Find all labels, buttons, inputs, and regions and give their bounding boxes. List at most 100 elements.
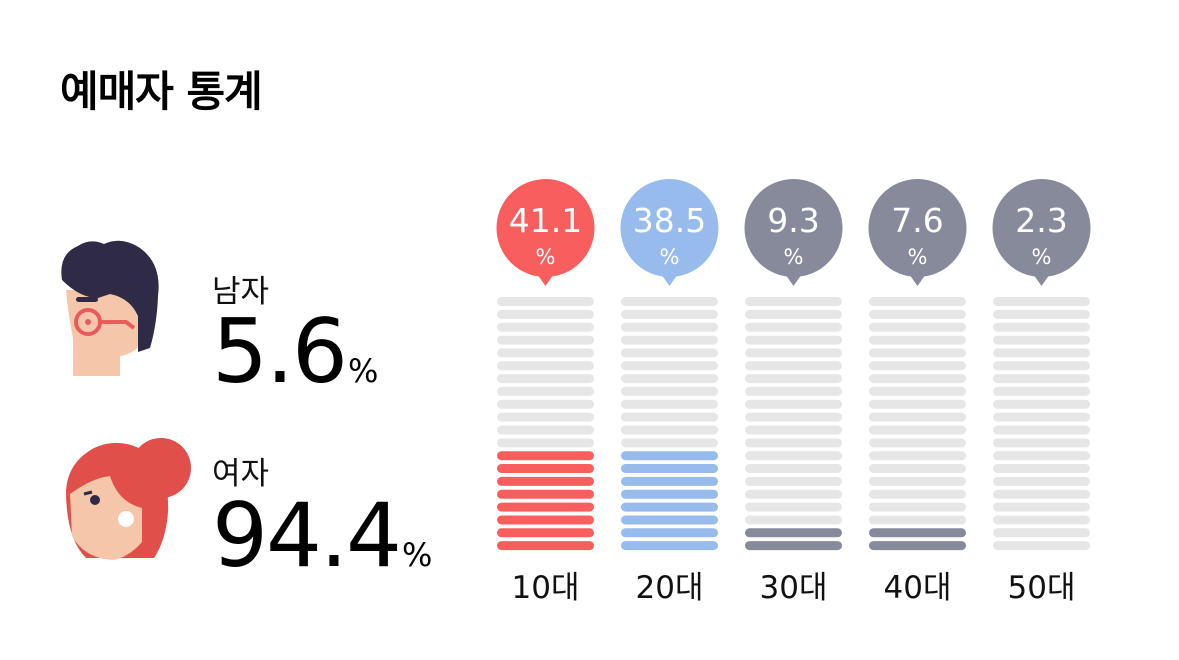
bar-segment-empty [993, 464, 1090, 473]
bar-segment-filled [497, 502, 594, 512]
bar-segment-empty [993, 438, 1090, 448]
bar-segment-empty [745, 438, 842, 448]
bar-segment-empty [745, 464, 842, 473]
bar-segment-empty [745, 361, 842, 371]
bar-segment-empty [869, 335, 966, 345]
bar-segment-empty [745, 348, 842, 358]
bar-segment-empty [869, 361, 966, 371]
male-percent-unit: % [347, 352, 379, 390]
bar-segment-empty [497, 297, 594, 306]
bar-segment-empty [621, 386, 718, 396]
bar-segment-empty [745, 502, 842, 512]
male-percentage: 5.6% [212, 308, 378, 396]
bar-segment-filled [497, 476, 594, 486]
bar-segment-empty [621, 438, 718, 448]
category-label: 20대 [636, 570, 704, 606]
male-avatar-icon [61, 240, 159, 376]
bar-segment-empty [745, 386, 842, 396]
bar-segment-empty [869, 464, 966, 473]
bar-segment-empty [993, 541, 1090, 551]
bar-segment-filled [497, 528, 594, 538]
bar-segment-filled [497, 464, 594, 473]
bar-segment-empty [497, 386, 594, 396]
value-bubble-pointer [786, 276, 801, 286]
bar-segment-empty [745, 412, 842, 422]
bar-segment-empty [497, 348, 594, 358]
bar-segment-filled [497, 515, 594, 525]
bar-segment-empty [993, 412, 1090, 422]
bar-segment-empty [993, 386, 1090, 396]
bar-segment-empty [869, 489, 966, 499]
bar-segment-empty [993, 348, 1090, 358]
bar-segment-empty [745, 451, 842, 461]
bar-segment-empty [497, 309, 594, 319]
data-label-unit: % [536, 245, 556, 269]
bar-segment-empty [745, 399, 842, 409]
male-value: 5.6 [212, 300, 348, 403]
data-label-value: 41.1 [509, 201, 582, 240]
category-label: 30대 [760, 570, 828, 606]
category-label: 40대 [884, 570, 952, 606]
bar-segment-empty [993, 502, 1090, 512]
bar-segment-empty [745, 515, 842, 525]
bar-segment-empty [993, 374, 1090, 384]
bar-segment-filled [621, 515, 718, 525]
category-label: 50대 [1008, 570, 1076, 606]
bar-segment-filled [621, 541, 718, 551]
female-percentage: 94.4% [212, 492, 432, 580]
bar-segment-empty [869, 399, 966, 409]
bar-segment-filled [621, 476, 718, 486]
bar-segment-empty [869, 322, 966, 332]
bar-segment-empty [745, 374, 842, 384]
bar-segment-empty [993, 322, 1090, 332]
bar-segment-empty [993, 297, 1090, 306]
bar-segment-empty [621, 297, 718, 306]
bar-segment-filled [745, 541, 842, 551]
page-title: 예매자 통계 [60, 67, 263, 116]
bar-segment-empty [621, 348, 718, 358]
bar-segment-empty [621, 335, 718, 345]
bar-segment-empty [497, 361, 594, 371]
value-bubble-pointer [1034, 276, 1049, 286]
bar-segment-empty [621, 309, 718, 319]
data-label-value: 9.3 [767, 201, 819, 240]
bar-segment-empty [869, 348, 966, 358]
data-label-unit: % [1032, 245, 1052, 269]
bar-segment-empty [745, 476, 842, 486]
bar-segment-filled [745, 528, 842, 538]
category-label: 10대 [512, 570, 580, 606]
bar-segment-empty [497, 322, 594, 332]
value-bubble-pointer [910, 276, 925, 286]
data-label-value: 38.5 [633, 201, 706, 240]
data-label-unit: % [784, 245, 804, 269]
bar-segment-empty [745, 335, 842, 345]
bar-segment-empty [869, 374, 966, 384]
bar-segment-empty [621, 399, 718, 409]
bar-segment-empty [993, 528, 1090, 538]
bar-segment-empty [869, 502, 966, 512]
bar-segment-empty [993, 399, 1090, 409]
value-bubble-pointer [662, 276, 677, 286]
female-percent-unit: % [401, 536, 433, 574]
bar-segment-filled [869, 541, 966, 551]
bar-segment-filled [497, 451, 594, 461]
bar-segment-empty [869, 425, 966, 435]
bar-segment-filled [497, 541, 594, 551]
bar-segment-empty [745, 489, 842, 499]
bar-segment-empty [497, 399, 594, 409]
bar-segment-empty [993, 335, 1090, 345]
bar-segment-empty [497, 425, 594, 435]
bar-segment-empty [869, 309, 966, 319]
female-label: 여자 [212, 456, 270, 492]
bar-segment-filled [621, 489, 718, 499]
value-bubble [992, 179, 1091, 277]
bar-segment-filled [621, 464, 718, 473]
bar-segment-empty [621, 425, 718, 435]
bar-segment-empty [745, 425, 842, 435]
bar-segment-empty [869, 297, 966, 306]
bar-segment-empty [745, 297, 842, 306]
bar-segment-empty [497, 438, 594, 448]
bar-segment-empty [993, 309, 1090, 319]
bar-segment-empty [869, 476, 966, 486]
